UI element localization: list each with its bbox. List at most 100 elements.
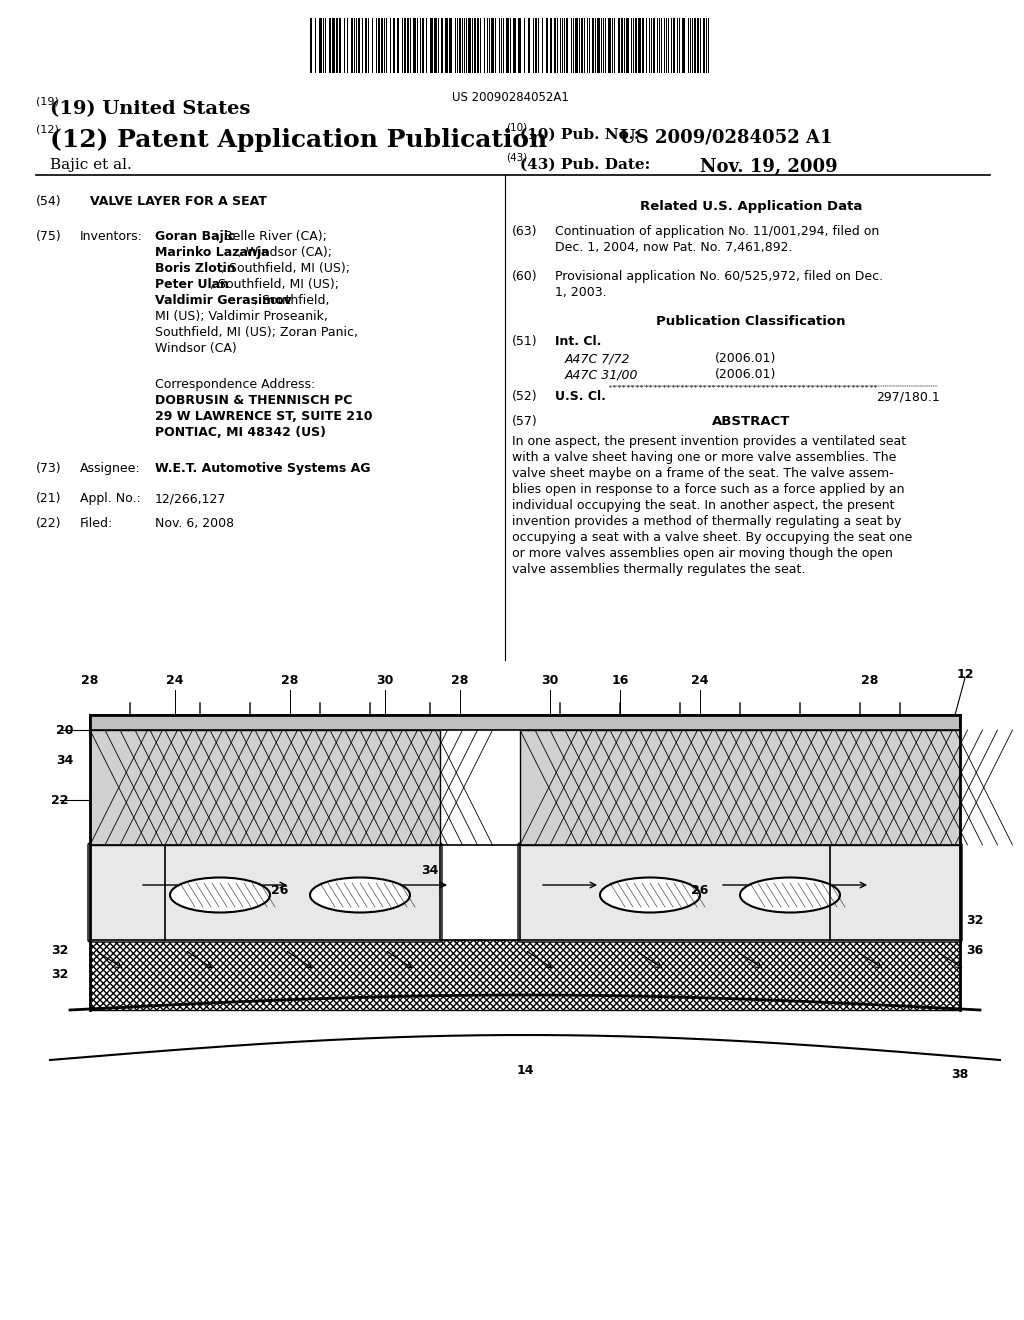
Bar (413, 18, 416, 73)
Bar (407, 18, 409, 73)
Bar (365, 18, 367, 73)
Bar (682, 18, 685, 73)
Text: , Southfield, MI (US);: , Southfield, MI (US); (210, 279, 339, 290)
Bar (434, 18, 437, 73)
Text: 14: 14 (516, 1064, 534, 1077)
Bar (546, 18, 548, 73)
Text: 30: 30 (542, 673, 559, 686)
Text: , Southfield,: , Southfield, (254, 294, 330, 308)
Text: 12: 12 (956, 668, 974, 681)
Text: ABSTRACT: ABSTRACT (712, 414, 791, 428)
Text: (60): (60) (512, 271, 538, 282)
Bar (626, 18, 629, 73)
Bar (459, 18, 461, 73)
Text: (52): (52) (512, 389, 538, 403)
Bar (554, 18, 556, 73)
Text: Related U.S. Application Data: Related U.S. Application Data (640, 201, 862, 213)
Bar (339, 18, 341, 73)
Text: 20: 20 (56, 723, 74, 737)
Text: Correspondence Address:: Correspondence Address: (155, 378, 315, 391)
Text: Inventors:: Inventors: (80, 230, 143, 243)
Text: 34: 34 (56, 754, 74, 767)
Bar (608, 18, 611, 73)
Text: Southfield, MI (US); Zoran Panic,: Southfield, MI (US); Zoran Panic, (155, 326, 358, 339)
Text: 38: 38 (951, 1068, 969, 1081)
Text: valve sheet maybe on a frame of the seat. The valve assem-: valve sheet maybe on a frame of the seat… (512, 467, 894, 480)
Text: 30: 30 (376, 673, 393, 686)
Bar (441, 18, 443, 73)
Text: 32: 32 (967, 913, 984, 927)
Bar (40, 660, 990, 1119)
Bar (90, 940, 961, 1010)
Bar (518, 18, 521, 73)
Text: Assignee:: Assignee: (80, 462, 140, 475)
Text: Windsor (CA): Windsor (CA) (155, 342, 237, 355)
Text: 1, 2003.: 1, 2003. (555, 286, 606, 300)
Text: Boris Zlotin: Boris Zlotin (155, 261, 236, 275)
Text: (73): (73) (36, 462, 61, 475)
Text: , Southfield, MI (US);: , Southfield, MI (US); (221, 261, 350, 275)
Text: Appl. No.:: Appl. No.: (80, 492, 140, 506)
Bar (445, 18, 449, 73)
Text: Continuation of application No. 11/001,294, filed on: Continuation of application No. 11/001,2… (555, 224, 880, 238)
Text: 297/180.1: 297/180.1 (877, 389, 940, 403)
Bar (381, 18, 383, 73)
Text: , Belle River (CA);: , Belle River (CA); (215, 230, 327, 243)
Bar (393, 18, 395, 73)
Text: (22): (22) (36, 517, 61, 531)
Text: PONTIAC, MI 48342 (US): PONTIAC, MI 48342 (US) (155, 426, 326, 440)
Bar (332, 18, 335, 73)
FancyBboxPatch shape (88, 843, 442, 942)
Bar (694, 18, 696, 73)
Bar (592, 18, 594, 73)
FancyBboxPatch shape (518, 843, 962, 942)
Ellipse shape (170, 878, 270, 912)
Text: valve assemblies thermally regulates the seat.: valve assemblies thermally regulates the… (512, 564, 805, 576)
Text: 32: 32 (51, 969, 69, 982)
Text: individual occupying the seat. In another aspect, the present: individual occupying the seat. In anothe… (512, 499, 895, 512)
Text: 16: 16 (611, 673, 629, 686)
Bar (520, 730, 961, 845)
Bar (597, 18, 600, 73)
Text: (12) Patent Application Publication: (12) Patent Application Publication (50, 128, 547, 152)
Bar (468, 18, 471, 73)
Text: Publication Classification: Publication Classification (656, 315, 846, 327)
Text: blies open in response to a force such as a force applied by an: blies open in response to a force such a… (512, 483, 904, 496)
Bar (642, 18, 644, 73)
Text: A47C 7/72: A47C 7/72 (565, 352, 631, 366)
Bar (703, 18, 705, 73)
Text: 28: 28 (452, 673, 469, 686)
Text: Provisional application No. 60/525,972, filed on Dec.: Provisional application No. 60/525,972, … (555, 271, 883, 282)
Bar (477, 18, 479, 73)
Bar (575, 18, 578, 73)
Text: or more valves assemblies open air moving though the open: or more valves assemblies open air movin… (512, 546, 893, 560)
Bar (319, 18, 322, 73)
Text: Peter Ulan: Peter Ulan (155, 279, 229, 290)
Bar (397, 18, 399, 73)
Text: (57): (57) (512, 414, 538, 428)
Text: Filed:: Filed: (80, 517, 114, 531)
Text: 24: 24 (166, 673, 183, 686)
Bar (449, 18, 452, 73)
Text: 22: 22 (51, 793, 69, 807)
Bar (566, 18, 568, 73)
Bar (635, 18, 637, 73)
Text: Nov. 19, 2009: Nov. 19, 2009 (700, 158, 838, 176)
Text: (19) United States: (19) United States (50, 100, 251, 117)
Text: with a valve sheet having one or more valve assemblies. The: with a valve sheet having one or more va… (512, 451, 896, 465)
Text: MI (US); Valdimir Proseanik,: MI (US); Valdimir Proseanik, (155, 310, 328, 323)
Text: 28: 28 (282, 673, 299, 686)
Ellipse shape (600, 878, 700, 912)
Text: 36: 36 (967, 944, 984, 957)
Text: DOBRUSIN & THENNISCH PC: DOBRUSIN & THENNISCH PC (155, 393, 352, 407)
Text: 32: 32 (51, 944, 69, 957)
Text: (10) Pub. No.:: (10) Pub. No.: (520, 128, 640, 143)
Bar (336, 18, 338, 73)
Text: Int. Cl.: Int. Cl. (555, 335, 601, 348)
Text: (12): (12) (36, 124, 58, 135)
Bar (513, 18, 516, 73)
Text: Nov. 6, 2008: Nov. 6, 2008 (155, 517, 234, 531)
Ellipse shape (740, 878, 840, 912)
Text: (51): (51) (512, 335, 538, 348)
Bar (90, 730, 440, 845)
